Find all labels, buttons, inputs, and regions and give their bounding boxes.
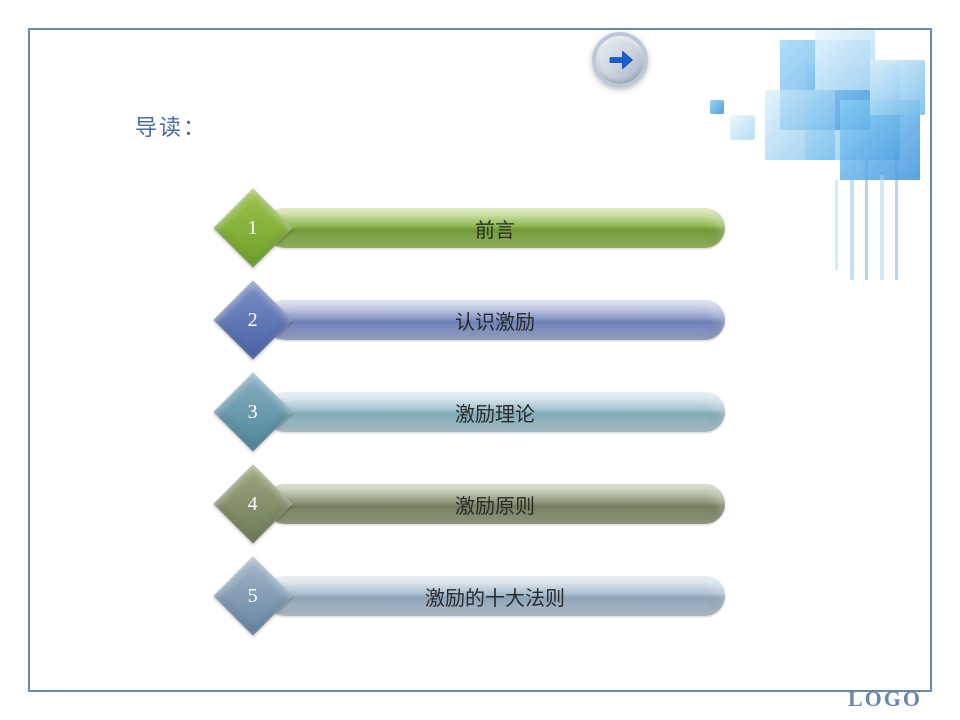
logo-text: LOGO [848, 686, 922, 712]
toc-bar: 激励的十大法则 [265, 576, 725, 616]
arrow-right-icon [605, 45, 635, 75]
toc-label: 前言 [475, 214, 515, 243]
toc-label: 激励理论 [455, 398, 535, 427]
toc-number: 5 [248, 585, 258, 608]
toc-bar: 认识激励 [265, 300, 725, 340]
toc-number-diamond: 4 [213, 464, 292, 543]
toc-number: 3 [248, 401, 258, 424]
toc-number-diamond: 1 [213, 188, 292, 267]
toc-item-4[interactable]: 激励原则 4 [225, 476, 745, 531]
toc-item-3[interactable]: 激励理论 3 [225, 384, 745, 439]
toc-bar: 激励原则 [265, 484, 725, 524]
toc-number-diamond: 5 [213, 556, 292, 635]
toc-number: 2 [248, 309, 258, 332]
toc-bar: 前言 [265, 208, 725, 248]
toc-item-2[interactable]: 认识激励 2 [225, 292, 745, 347]
toc-label: 激励的十大法则 [425, 582, 565, 611]
table-of-contents: 前言 1 认识激励 2 激励理论 3 激励原则 4 激励的十大法则 [225, 200, 745, 660]
toc-label: 激励原则 [455, 490, 535, 519]
toc-label: 认识激励 [455, 306, 535, 335]
toc-bar: 激励理论 [265, 392, 725, 432]
toc-number: 4 [248, 493, 258, 516]
next-arrow-button[interactable] [592, 32, 648, 88]
toc-number: 1 [248, 217, 258, 240]
toc-number-diamond: 2 [213, 280, 292, 359]
guide-label: 导读： [135, 110, 207, 142]
toc-number-diamond: 3 [213, 372, 292, 451]
toc-item-5[interactable]: 激励的十大法则 5 [225, 568, 745, 623]
toc-item-1[interactable]: 前言 1 [225, 200, 745, 255]
